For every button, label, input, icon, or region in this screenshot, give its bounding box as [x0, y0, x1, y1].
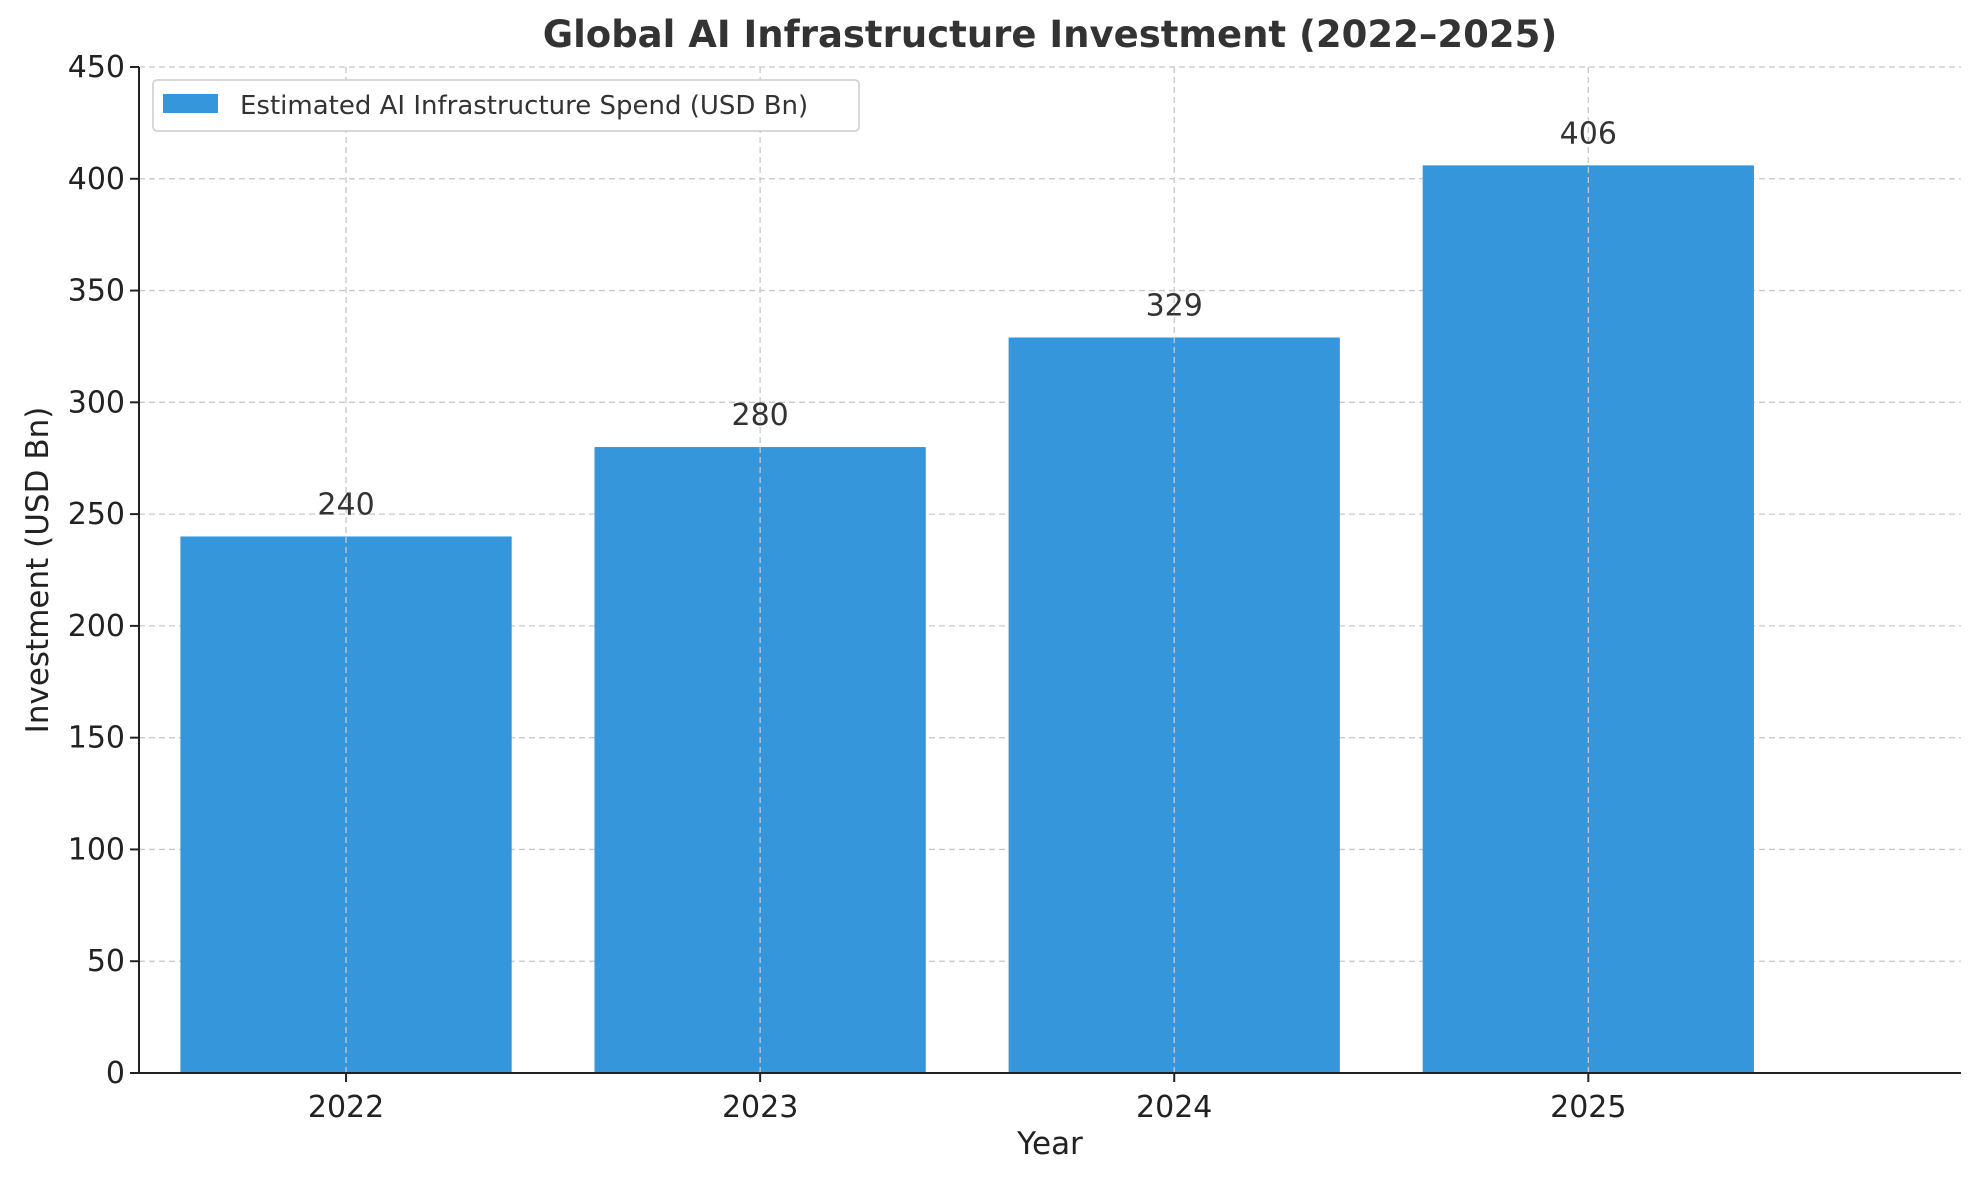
y-tick-label: 450 [68, 50, 125, 85]
x-tick-label: 2022 [308, 1090, 384, 1125]
data-labels: 240 280 329 406 [317, 116, 1617, 522]
x-tick-label: 2025 [1550, 1090, 1626, 1125]
x-tick-label: 2023 [722, 1090, 798, 1125]
x-grid [345, 67, 1589, 1073]
y-ticks: 0 50 100 150 200 250 300 350 400 450 [68, 50, 139, 1091]
y-tick-label: 200 [68, 609, 125, 644]
data-label-2023: 280 [732, 398, 789, 433]
y-tick-label: 400 [68, 162, 125, 197]
data-label-2022: 240 [317, 487, 374, 522]
y-tick-label: 300 [68, 385, 125, 420]
y-tick-label: 100 [68, 832, 125, 867]
chart-title: Global AI Infrastructure Investment (202… [543, 13, 1558, 56]
y-tick-label: 350 [68, 274, 125, 309]
x-axis-label: Year [1016, 1126, 1083, 1162]
bar-2022 [180, 536, 512, 1073]
axes [138, 67, 1961, 1074]
y-tick-label: 150 [68, 721, 125, 756]
legend-swatch [163, 94, 218, 113]
x-ticks: 2022 2023 2024 2025 [308, 1073, 1626, 1125]
y-tick-label: 250 [68, 497, 125, 532]
y-tick-label: 50 [87, 944, 125, 979]
legend-entry: Estimated AI Infrastructure Spend (USD B… [240, 91, 808, 121]
data-label-2025: 406 [1560, 116, 1617, 151]
y-tick-label: 0 [106, 1056, 125, 1091]
x-tick-label: 2024 [1136, 1090, 1212, 1125]
data-label-2024: 329 [1146, 289, 1203, 324]
legend-box [152, 79, 860, 132]
legend: Estimated AI Infrastructure Spend (USD B… [152, 79, 860, 132]
y-axis-label: Investment (USD Bn) [20, 407, 56, 734]
